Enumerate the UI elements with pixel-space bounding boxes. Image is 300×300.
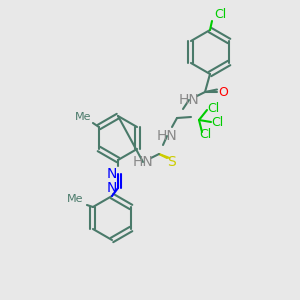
Text: Cl: Cl — [211, 116, 223, 128]
Text: HN: HN — [157, 129, 177, 143]
Text: Me: Me — [67, 194, 83, 204]
Text: Me: Me — [75, 112, 91, 122]
Text: Cl: Cl — [207, 101, 219, 115]
Text: N: N — [107, 167, 117, 181]
Text: S: S — [167, 155, 176, 169]
Text: N: N — [107, 181, 117, 195]
Text: Cl: Cl — [214, 8, 226, 22]
Text: HN: HN — [178, 93, 200, 107]
Text: HN: HN — [133, 155, 153, 169]
Text: O: O — [218, 85, 228, 98]
Text: Cl: Cl — [199, 128, 211, 140]
